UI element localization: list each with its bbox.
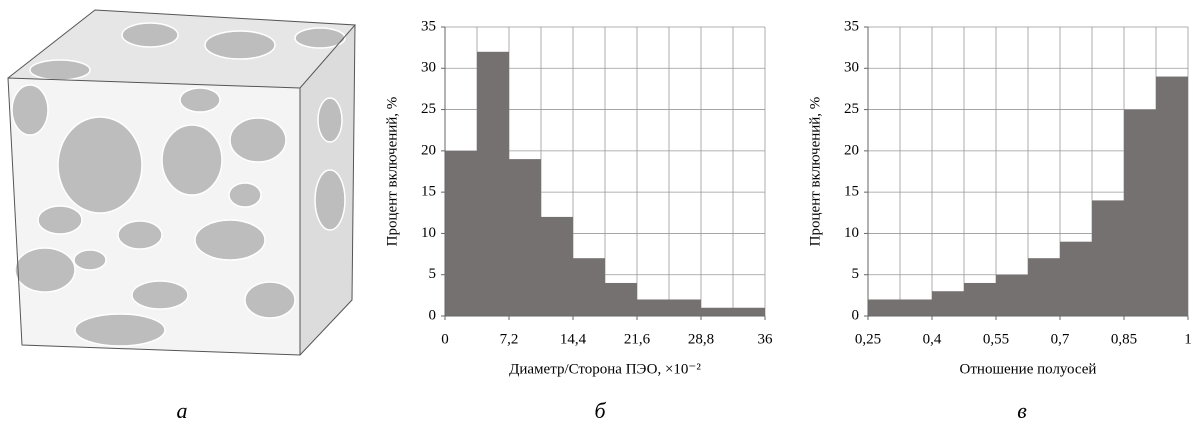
bar: [868, 299, 900, 316]
y-tick-label: 25: [844, 101, 859, 117]
bar: [701, 307, 733, 316]
cube-image: [7, 9, 357, 356]
y-axis-label: Процент включений, %: [384, 97, 400, 247]
y-tick-label: 15: [844, 184, 859, 200]
y-axis-label: Процент включений, %: [807, 97, 823, 247]
x-tick-label: 1: [1184, 331, 1192, 347]
bar: [1156, 76, 1188, 317]
y-tick-label: 5: [429, 266, 437, 282]
bar: [1060, 241, 1092, 316]
x-tick-label: 0,4: [923, 331, 942, 347]
bar: [1124, 109, 1156, 316]
bar: [996, 274, 1028, 316]
x-axis-label: Диаметр/Сторона ПЭО, ×10⁻²: [509, 361, 701, 377]
y-tick-label: 0: [429, 307, 437, 323]
x-tick-label: 14,4: [560, 331, 587, 347]
bar: [1092, 200, 1124, 316]
panel-label: б: [594, 398, 606, 423]
y-tick-label: 10: [421, 225, 436, 241]
bar: [964, 282, 996, 316]
bar: [573, 258, 605, 316]
y-tick-label: 20: [421, 142, 436, 158]
y-tick-label: 15: [421, 184, 436, 200]
bar: [669, 299, 701, 316]
bar: [541, 216, 573, 316]
y-tick-label: 20: [844, 142, 859, 158]
bar: [637, 299, 669, 316]
y-tick-label: 35: [421, 18, 436, 34]
bar: [900, 299, 932, 316]
x-tick-label: 28,8: [688, 331, 714, 347]
x-tick-label: 0,85: [1111, 331, 1137, 347]
bar: [932, 291, 964, 316]
x-tick-label: 0,7: [1051, 331, 1070, 347]
y-tick-label: 30: [844, 60, 859, 76]
bar: [477, 51, 509, 317]
panel-label: а: [177, 398, 188, 423]
x-axis-label: Отношение полуосей: [960, 361, 1097, 377]
x-tick-label: 0,55: [983, 331, 1009, 347]
y-tick-label: 25: [421, 101, 436, 117]
bar: [445, 150, 477, 316]
y-tick-label: 10: [844, 225, 859, 241]
bar: [1028, 258, 1060, 316]
y-tick-label: 30: [421, 60, 436, 76]
bar: [509, 159, 541, 316]
x-tick-label: 0: [441, 331, 449, 347]
bar: [605, 282, 637, 316]
y-tick-label: 5: [852, 266, 860, 282]
x-tick-label: 0,25: [855, 331, 881, 347]
panel-label: в: [1017, 398, 1027, 423]
x-tick-label: 21,6: [624, 331, 651, 347]
x-tick-label: 36: [758, 331, 774, 347]
bar: [733, 307, 765, 316]
y-tick-label: 0: [852, 307, 860, 323]
y-tick-label: 35: [844, 18, 859, 34]
x-tick-label: 7,2: [500, 331, 519, 347]
